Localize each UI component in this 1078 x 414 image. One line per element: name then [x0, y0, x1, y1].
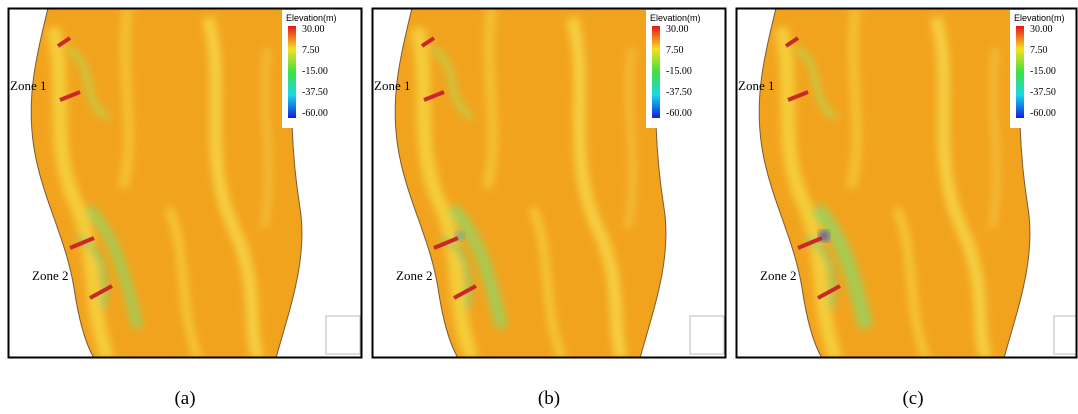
legend-tick: -37.50	[1030, 87, 1056, 98]
legend-title: Elevation(m)	[1014, 13, 1065, 23]
zone-label: Zone 2	[396, 268, 432, 283]
groyne	[787, 90, 809, 102]
streak	[891, 205, 931, 358]
frame	[371, 7, 727, 359]
groyne	[817, 284, 841, 300]
legend-tick: -37.50	[666, 87, 692, 98]
panel-label: (a)	[174, 388, 195, 409]
legend-tick: 7.50	[1030, 45, 1048, 56]
bank	[30, 8, 303, 358]
groyne	[453, 284, 477, 300]
riverbed	[395, 8, 666, 358]
groyne	[59, 90, 81, 102]
streak	[566, 16, 628, 358]
legend-tick: -15.00	[1030, 66, 1056, 77]
legend-title: Elevation(m)	[650, 13, 701, 23]
streak	[118, 8, 134, 190]
streak	[259, 47, 273, 229]
legend-tick: -60.00	[1030, 108, 1056, 119]
legend-tick: -60.00	[302, 108, 328, 119]
legend-title: Elevation(m)	[286, 13, 337, 23]
zone-label: Zone 1	[10, 78, 46, 93]
bank	[758, 8, 1031, 358]
logo	[689, 315, 725, 355]
streak	[774, 26, 843, 358]
logo	[1053, 315, 1077, 355]
streak	[987, 47, 1001, 229]
riverbed	[759, 8, 1030, 358]
legend-tick: -15.00	[302, 66, 328, 77]
legend-tick: 30.00	[666, 24, 689, 35]
legend-tick: 30.00	[302, 24, 325, 35]
zone-label: Zone 1	[738, 78, 774, 93]
legend-tick: 7.50	[302, 45, 320, 56]
streak	[430, 45, 474, 121]
streak	[84, 204, 143, 330]
legend-tick: -60.00	[666, 108, 692, 119]
map: Elevation(m)30.00 7.50 -15.00 -37.50 -60.00 Z…	[8, 8, 362, 358]
streaks	[774, 8, 1001, 358]
riverbed	[31, 8, 302, 358]
groyne	[433, 236, 459, 250]
streak	[66, 45, 110, 121]
color-bar	[1016, 26, 1024, 118]
streak	[623, 47, 637, 229]
streak	[202, 16, 264, 358]
streak	[846, 8, 862, 190]
groyne	[420, 36, 436, 48]
panel: Elevation(m)30.00 7.50 -15.00 -37.50 -60.00 Z…	[735, 7, 1078, 359]
zone-label: Zone 2	[760, 268, 796, 283]
streaks	[410, 8, 637, 358]
panel-label: (b)	[538, 388, 560, 409]
zone-label: Zone 2	[32, 268, 68, 283]
map: Elevation(m)30.00 7.50 -15.00 -37.50 -60.00 Z…	[372, 8, 726, 358]
streak	[930, 16, 992, 358]
streaks	[46, 8, 273, 358]
streak	[527, 205, 567, 358]
streak	[482, 8, 498, 190]
groyne	[56, 36, 72, 48]
frame	[735, 7, 1078, 359]
legend-tick: 7.50	[666, 45, 684, 56]
bank	[394, 8, 667, 358]
panel: Elevation(m)30.00 7.50 -15.00 -37.50 -60.00 Z…	[7, 7, 363, 359]
color-bar	[288, 26, 296, 118]
streak	[410, 26, 479, 358]
groyne	[797, 236, 823, 250]
legend-tick: 30.00	[1030, 24, 1053, 35]
legend-tick: -15.00	[666, 66, 692, 77]
groyne	[69, 236, 95, 250]
legend-tick: -37.50	[302, 87, 328, 98]
streak	[794, 45, 838, 121]
map: Elevation(m)30.00 7.50 -15.00 -37.50 -60.00 Z…	[736, 8, 1077, 358]
panel: Elevation(m)30.00 7.50 -15.00 -37.50 -60.00 Z…	[371, 7, 727, 359]
panel-label: (c)	[902, 388, 923, 409]
streak	[163, 205, 203, 358]
logo	[325, 315, 361, 355]
zone-label: Zone 1	[374, 78, 410, 93]
groyne	[89, 284, 113, 300]
streak	[447, 203, 508, 330]
groyne	[423, 90, 445, 102]
groyne	[784, 36, 800, 48]
streak	[46, 26, 115, 358]
streak	[810, 203, 873, 330]
frame	[7, 7, 363, 359]
color-bar	[652, 26, 660, 118]
